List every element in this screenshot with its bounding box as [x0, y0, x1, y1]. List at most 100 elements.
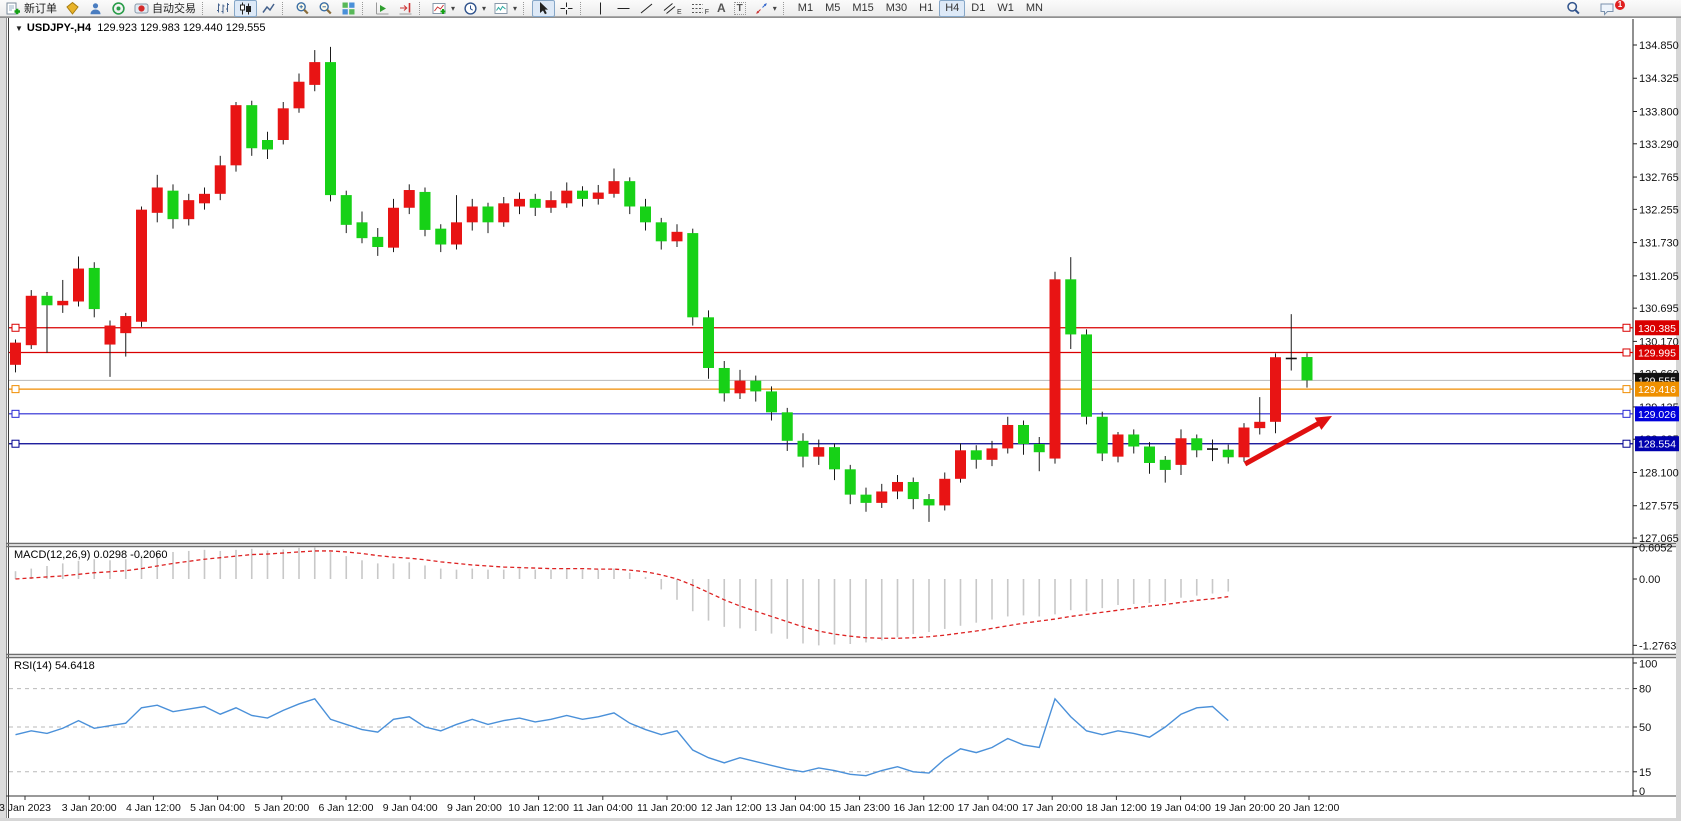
candle	[734, 369, 746, 400]
market-watch-button[interactable]	[61, 0, 84, 17]
text-button[interactable]: A	[713, 0, 730, 17]
candle	[1222, 444, 1234, 464]
line-handle[interactable]	[1622, 439, 1631, 448]
timeframe-m15-button[interactable]: M15	[852, 2, 874, 14]
candle	[844, 464, 856, 505]
fibonacci-letter: F	[704, 8, 709, 16]
candle	[608, 168, 620, 198]
candle	[120, 312, 132, 357]
timeframe-h4-button[interactable]: H4	[939, 0, 966, 17]
auto-trading-button[interactable]: 自动交易	[130, 0, 200, 17]
zoom-out-button[interactable]	[314, 0, 337, 17]
line-handle[interactable]	[1622, 409, 1631, 418]
chart-shift-button[interactable]	[394, 0, 417, 17]
line-handle[interactable]	[11, 439, 20, 448]
timeframe-m5-button[interactable]: M5	[825, 2, 841, 14]
candle	[907, 477, 919, 510]
candle	[766, 386, 777, 421]
timeframe-w1-button[interactable]: W1	[997, 2, 1014, 14]
chat-button[interactable]: 1	[1595, 0, 1625, 17]
line-chart-button[interactable]	[257, 0, 280, 17]
price-tick-label: 133.290	[1639, 139, 1679, 151]
indicators-button[interactable]: ▾	[428, 0, 459, 17]
level-price-label	[1635, 436, 1679, 452]
candle	[183, 193, 195, 226]
trend-arrow-annotation[interactable]	[1243, 418, 1325, 467]
candle	[403, 184, 415, 215]
bar-chart-button[interactable]	[211, 0, 234, 17]
zoom-in-button[interactable]	[291, 0, 314, 17]
crosshair-button[interactable]	[555, 0, 578, 17]
auto-scroll-button[interactable]	[371, 0, 394, 17]
line-handle[interactable]	[11, 409, 20, 418]
equidistant-channel-button[interactable]: E	[658, 0, 686, 17]
candle	[151, 174, 163, 223]
candle	[1191, 434, 1203, 458]
channel-letter: E	[677, 8, 682, 16]
vertical-line-button[interactable]	[589, 0, 612, 17]
time-tick-label: 3 Jan 20:00	[62, 802, 117, 814]
cursor-button[interactable]	[532, 0, 556, 17]
profile-button[interactable]	[84, 0, 107, 17]
macd-tick-label: -1.2763	[1639, 640, 1676, 652]
rsi-tick-label: 50	[1639, 722, 1651, 734]
candle	[781, 407, 793, 451]
timeframe-d1-button[interactable]: D1	[971, 2, 986, 14]
tile-windows-button[interactable]	[337, 0, 360, 17]
trendline-button[interactable]	[635, 0, 658, 17]
indicators-icon	[432, 2, 446, 14]
candle	[340, 190, 352, 234]
candlestick-chart-button[interactable]	[234, 0, 257, 17]
timeframe-m30-button[interactable]: M30	[885, 2, 908, 14]
toolbar-separator	[202, 1, 208, 15]
candle	[561, 182, 573, 208]
timeframe-h1-button[interactable]: H1	[919, 2, 934, 14]
time-tick-label: 9 Jan 20:00	[447, 802, 502, 814]
horizontal-line-icon	[617, 7, 630, 9]
candle	[57, 279, 69, 313]
line-handle[interactable]	[1622, 348, 1631, 357]
time-tick-label: 9 Jan 04:00	[383, 802, 438, 814]
line-handle[interactable]	[1622, 323, 1631, 332]
time-tick-label: 11 Jan 04:00	[573, 802, 633, 814]
candlestick-chart-icon	[240, 2, 251, 14]
horizontal-line-button[interactable]	[612, 0, 635, 17]
main-toolbar: 新订单 自动交易 ▾ ▾	[0, 0, 1681, 17]
timeframe-mn-button[interactable]: MN	[1025, 2, 1043, 14]
candle	[703, 310, 714, 379]
line-handle[interactable]	[11, 323, 20, 332]
timeframe-m1-button[interactable]: M1	[797, 2, 814, 14]
auto-trading-label: 自动交易	[152, 3, 196, 15]
line-handle[interactable]	[1622, 385, 1631, 394]
time-tick-label: 11 Jan 20:00	[637, 802, 697, 814]
price-tick-label: 127.575	[1639, 501, 1679, 513]
templates-button[interactable]: ▾	[490, 0, 521, 17]
arrows-button[interactable]: ▾	[750, 0, 781, 17]
candle	[1128, 429, 1140, 454]
search-button[interactable]	[1562, 0, 1585, 17]
time-tick-label: 17 Jan 04:00	[958, 802, 1019, 814]
macd-tick-label: 0.00	[1639, 574, 1660, 586]
signals-icon	[112, 1, 125, 15]
candle	[167, 184, 179, 229]
notification-badge: 1	[1615, 0, 1625, 10]
line-handle[interactable]	[11, 385, 20, 394]
candle	[592, 184, 604, 205]
level-price-label	[1635, 344, 1679, 360]
chart-shift-icon	[399, 2, 412, 14]
fibonacci-button[interactable]: F	[686, 0, 713, 17]
chevron-down-icon: ▾	[451, 3, 456, 13]
periods-button[interactable]: ▾	[459, 0, 490, 17]
time-tick-label: 17 Jan 20:00	[1022, 802, 1083, 814]
candle	[1207, 439, 1218, 462]
signals-button[interactable]	[107, 0, 130, 17]
search-icon	[1567, 1, 1580, 15]
new-order-button[interactable]: 新订单	[2, 0, 61, 17]
toolbar-separator	[282, 1, 288, 15]
bar-chart-icon	[217, 2, 229, 13]
time-tick-label: 13 Jan 04:00	[765, 802, 826, 814]
text-label-button[interactable]: T	[730, 0, 750, 17]
text-icon: A	[717, 0, 726, 15]
time-tick-label: 12 Jan 12:00	[701, 802, 762, 814]
